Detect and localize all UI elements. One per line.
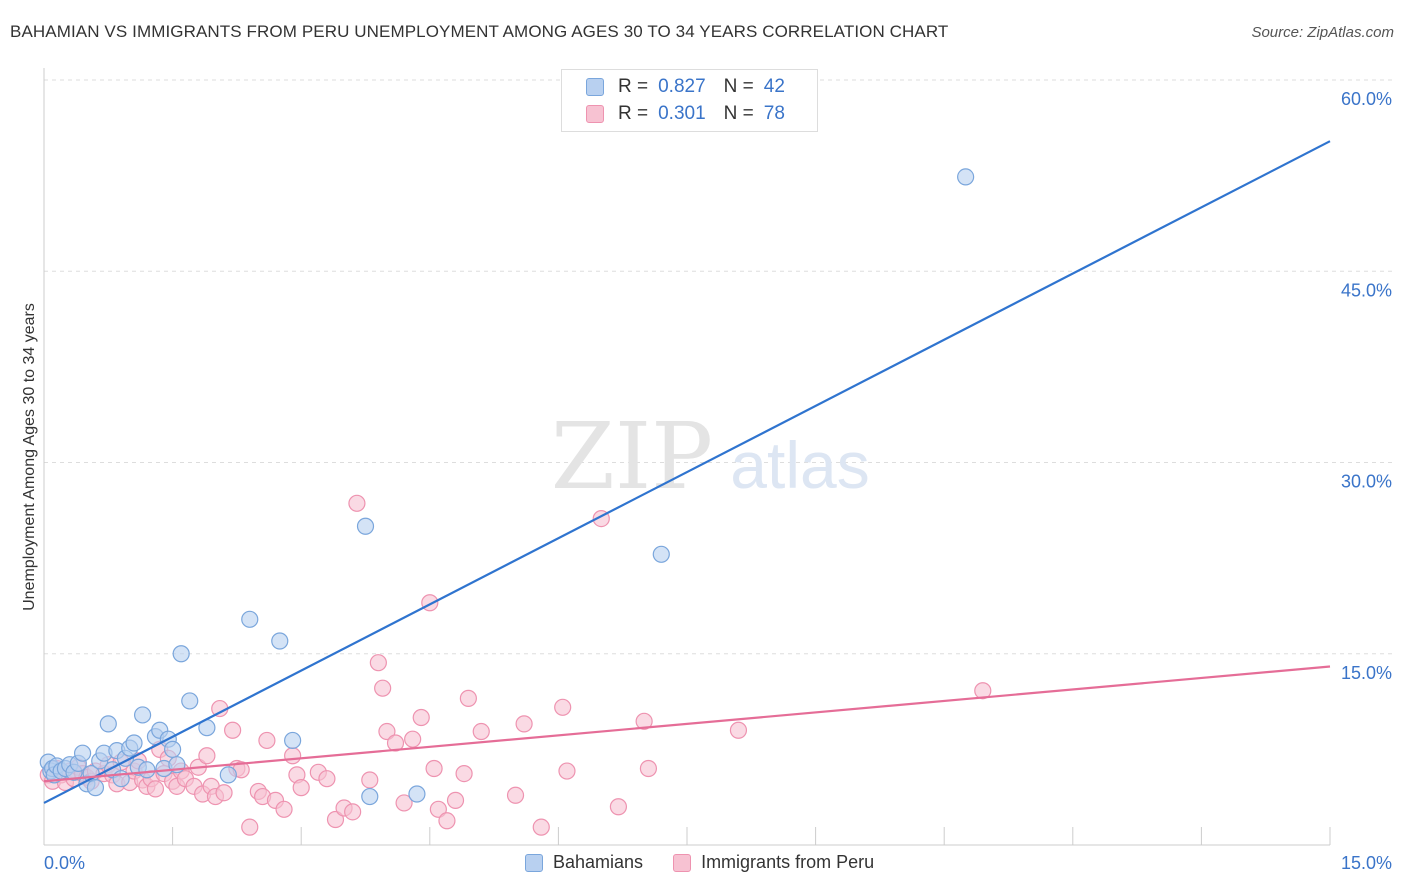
- bahamian-point: [125, 734, 143, 752]
- peru-trend-line: [43, 665, 1331, 783]
- axes: [43, 68, 1331, 846]
- peru-point: [284, 747, 302, 765]
- peru-point: [472, 722, 490, 741]
- peru-point: [361, 771, 379, 789]
- peru-point: [609, 798, 628, 816]
- bahamian-point: [133, 706, 152, 724]
- peru-point: [446, 791, 465, 809]
- x-tick-label: 15.0%: [1341, 853, 1392, 873]
- legend-swatch-blue: [586, 78, 604, 96]
- stats-legend: R = 0.827 N = 42 R = 0.301 N = 78: [561, 69, 818, 132]
- n-value: 78: [763, 103, 785, 124]
- legend-item-bahamians: Bahamians: [525, 852, 643, 873]
- bahamian-point: [271, 632, 289, 650]
- bahamian-point: [284, 731, 302, 750]
- peru-point: [258, 731, 276, 750]
- source-credit: Source: ZipAtlas.com: [1251, 24, 1394, 41]
- peru-point: [455, 764, 473, 783]
- peru-point: [506, 786, 525, 804]
- bahamian-point: [219, 766, 237, 784]
- bahamian-point: [361, 787, 379, 806]
- series-legend: Bahamians Immigrants from Peru: [525, 852, 904, 873]
- peru-point: [275, 800, 293, 818]
- stats-row-peru: R = 0.301 N = 78: [586, 103, 785, 125]
- legend-swatch-pink: [586, 105, 604, 123]
- peru-point: [515, 715, 533, 733]
- bahamian-point: [99, 715, 117, 733]
- peru-point: [386, 734, 405, 752]
- legend-label-peru: Immigrants from Peru: [701, 852, 875, 872]
- chart-title: BAHAMIAN VS IMMIGRANTS FROM PERU UNEMPLO…: [10, 22, 949, 41]
- peru-point: [215, 784, 233, 802]
- bahamian-point: [73, 744, 92, 762]
- peru-point: [224, 721, 242, 739]
- x-tick-label: 0.0%: [44, 853, 85, 873]
- peru-point: [241, 818, 259, 836]
- legend-swatch-pink: [673, 853, 692, 872]
- peru-point: [146, 780, 165, 798]
- peru-point: [554, 698, 572, 716]
- peru-point: [292, 779, 310, 797]
- peru-point: [348, 494, 366, 512]
- legend-label-bahamians: Bahamians: [553, 852, 644, 872]
- peru-point: [974, 682, 992, 700]
- bahamian-point: [241, 610, 259, 628]
- bahamian-point: [164, 740, 182, 758]
- peru-point: [558, 762, 576, 780]
- peru-point: [374, 679, 392, 697]
- y-tick-label: 15.0%: [1341, 663, 1392, 683]
- peru-point: [404, 730, 422, 748]
- peru-point: [639, 759, 658, 778]
- r-value: 0.827: [658, 76, 706, 97]
- peru-points: [39, 494, 992, 836]
- y-tick-label: 30.0%: [1341, 472, 1392, 492]
- peru-point: [326, 810, 345, 829]
- n-label: N =: [723, 103, 754, 124]
- bahamian-point: [172, 645, 190, 663]
- bahamian-point: [408, 785, 426, 803]
- watermark-atlas: atlas: [730, 428, 869, 502]
- bahamian-point: [957, 168, 975, 186]
- peru-point: [369, 654, 387, 672]
- stats-row-bahamians: R = 0.827 N = 42: [586, 76, 785, 98]
- peru-point: [395, 794, 413, 812]
- n-label: N =: [723, 76, 754, 97]
- legend-swatch-blue: [525, 853, 543, 872]
- bahamian-trend-line: [43, 140, 1331, 804]
- peru-point: [429, 800, 447, 818]
- y-tick-label: 60.0%: [1341, 89, 1392, 109]
- trend-lines: [43, 140, 1331, 804]
- peru-point: [378, 722, 396, 741]
- peru-point: [318, 770, 336, 788]
- peru-point: [412, 708, 430, 727]
- r-label: R =: [618, 103, 649, 124]
- bahamian-point: [652, 545, 670, 563]
- bahamian-point: [86, 779, 105, 797]
- peru-point: [635, 712, 653, 730]
- peru-point: [459, 689, 477, 707]
- peru-point: [344, 803, 362, 821]
- r-label: R =: [618, 76, 649, 97]
- peru-point: [729, 721, 748, 739]
- n-value: 42: [763, 76, 785, 97]
- peru-point: [425, 759, 443, 778]
- bahamian-points: [39, 168, 975, 806]
- grid: [44, 79, 1392, 655]
- y-tick-label: 45.0%: [1341, 280, 1392, 300]
- peru-point: [438, 812, 456, 830]
- bahamian-point: [181, 692, 199, 710]
- peru-point: [198, 747, 216, 765]
- legend-item-peru: Immigrants from Peru: [673, 852, 874, 873]
- tick-labels: 15.0% 30.0% 45.0% 60.0% 0.0% 15.0%: [44, 89, 1392, 873]
- bahamian-point: [356, 517, 375, 535]
- r-value: 0.301: [658, 103, 706, 124]
- bahamian-point: [138, 761, 156, 779]
- peru-point: [532, 818, 550, 836]
- watermark-zip: ZIP: [551, 403, 713, 510]
